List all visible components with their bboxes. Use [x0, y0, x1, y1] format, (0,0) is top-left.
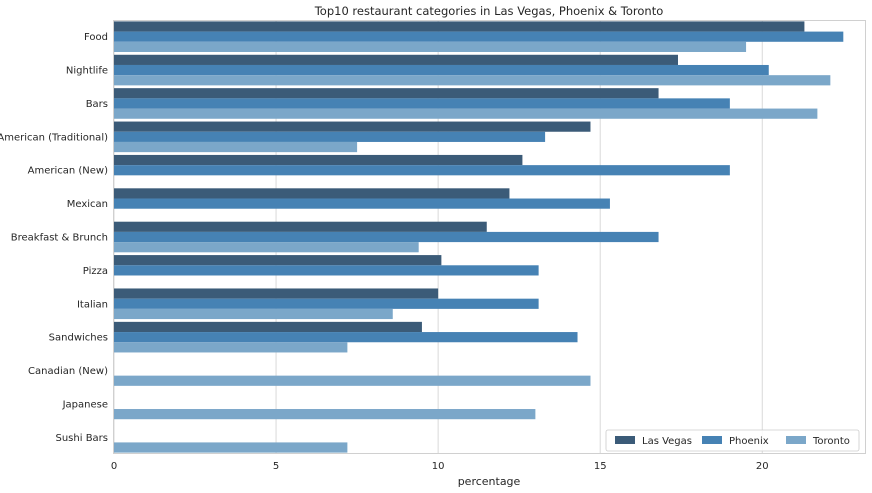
- bar: [114, 108, 818, 119]
- bar: [114, 141, 358, 153]
- legend-swatch: [786, 436, 806, 444]
- y-tick-label: Breakfast & Brunch: [11, 233, 108, 244]
- x-tick-label: 0: [111, 461, 117, 472]
- legend-label: Las Vegas: [642, 436, 692, 447]
- bar: [114, 165, 730, 176]
- x-tick-label: 20: [756, 461, 769, 472]
- bar: [114, 321, 422, 333]
- bar: [114, 21, 805, 32]
- bar: [114, 41, 747, 52]
- x-tick-label: 10: [432, 461, 445, 472]
- y-tick-label: Nightlife: [66, 66, 108, 77]
- y-tick-label: Sushi Bars: [56, 433, 109, 444]
- bar: [114, 332, 578, 343]
- y-tick-label: Bars: [86, 99, 108, 110]
- bar: [114, 298, 539, 309]
- y-tick-label: Sandwiches: [49, 333, 108, 344]
- legend: Las Vegas Phoenix Toronto: [605, 429, 860, 452]
- bar: [114, 375, 591, 386]
- bar: [114, 121, 591, 132]
- legend-label: Phoenix: [729, 436, 769, 447]
- bar: [114, 154, 523, 166]
- bar: [114, 255, 442, 266]
- bar: [114, 54, 678, 65]
- y-tick-labels: Food Nightlife Bars American (Traditional) A…: [0, 32, 108, 444]
- legend-swatch: [615, 436, 635, 444]
- x-axis-label: percentage: [458, 475, 521, 488]
- bar: [114, 442, 348, 453]
- chart-title: Top10 restaurant categories in Las Vegas…: [314, 4, 664, 18]
- bar: [114, 98, 730, 109]
- bar: [114, 31, 844, 42]
- bars: [114, 21, 844, 453]
- bar: [114, 231, 659, 243]
- bar: [114, 409, 536, 420]
- y-tick-label: Canadian (New): [28, 366, 108, 377]
- bar: [114, 188, 510, 199]
- legend-label: Toronto: [812, 436, 850, 447]
- bar: [114, 288, 439, 299]
- plot-frame: [113, 20, 866, 454]
- y-tick-label: Pizza: [83, 266, 108, 277]
- bar: [114, 64, 769, 76]
- bar: [114, 75, 831, 86]
- legend-swatch: [702, 436, 722, 444]
- bar: [114, 265, 539, 276]
- legend-box: [605, 429, 860, 452]
- bar: [114, 198, 610, 209]
- bar: [114, 221, 487, 232]
- x-tick-labels: 0 5 10 15 20: [111, 461, 769, 472]
- x-tick-label: 5: [273, 461, 279, 472]
- bar: [114, 308, 393, 320]
- x-tick-label: 15: [594, 461, 607, 472]
- y-tick-label: American (New): [28, 166, 108, 177]
- y-tick-label: Italian: [77, 299, 108, 310]
- bar: [114, 88, 659, 99]
- bar: [114, 131, 546, 142]
- y-tick-label: Mexican: [67, 199, 108, 210]
- y-tick-label: Food: [84, 32, 108, 43]
- y-tick-label: American (Traditional): [0, 132, 108, 143]
- y-tick-label: Japanese: [62, 399, 108, 410]
- bar: [114, 242, 419, 253]
- bar: [114, 342, 348, 353]
